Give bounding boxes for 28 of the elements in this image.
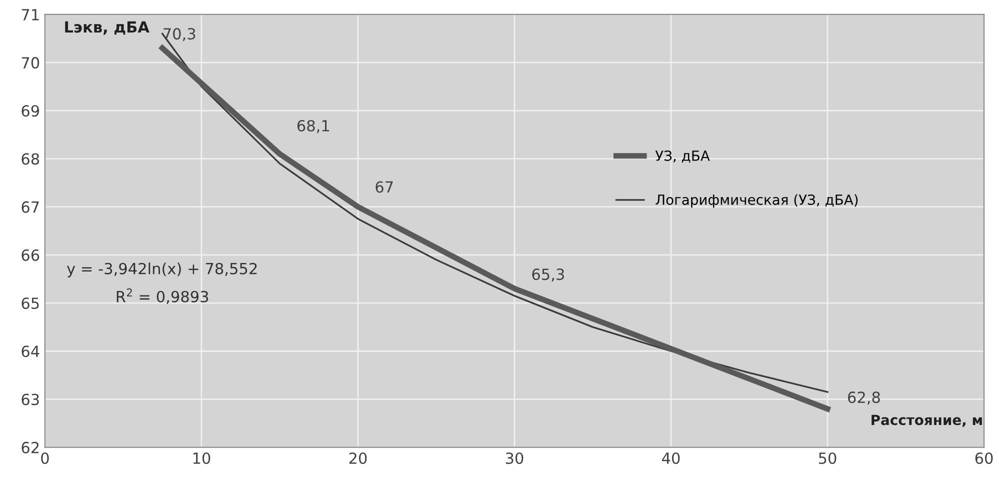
x-tick-label: 0 (41, 452, 49, 464)
x-tick-label: 10 (193, 452, 210, 464)
x-axis-title: Расстояние, м (872, 414, 982, 427)
x-tick-label: 50 (818, 452, 836, 464)
y-tick-label: 69 (22, 105, 40, 117)
data-label: 67 (376, 181, 393, 193)
legend-label: Логарифмическая (УЗ, дБА) (656, 194, 858, 208)
annotation: y = -3,942ln(x) + 78,552 (66, 262, 257, 278)
x-tick-label: 20 (349, 452, 367, 464)
y-tick-label: 67 (22, 201, 39, 213)
x-tick-label: 60 (975, 452, 993, 464)
y-axis-title: Lэкв, дБА (65, 21, 150, 35)
data-label: 68,1 (297, 120, 329, 134)
y-tick-label: 70 (22, 56, 40, 69)
data-label: 62,8 (848, 392, 880, 405)
data-label: 65,3 (532, 268, 564, 282)
data-label: 70,3 (164, 28, 196, 42)
y-tick-label: 71 (22, 9, 39, 20)
legend-label: УЗ, дБА (655, 150, 710, 163)
y-tick-label: 62 (22, 442, 39, 454)
y-tick-label: 66 (22, 249, 40, 261)
x-tick-label: 40 (662, 452, 680, 464)
y-tick-label: 65 (22, 297, 39, 310)
x-tick-label: 30 (506, 452, 524, 464)
y-tick-label: 63 (22, 394, 39, 406)
annotation: R$^{2}$ = 0,9893 (116, 288, 208, 304)
y-tick-label: 64 (22, 346, 40, 358)
y-tick-label: 68 (22, 153, 40, 165)
